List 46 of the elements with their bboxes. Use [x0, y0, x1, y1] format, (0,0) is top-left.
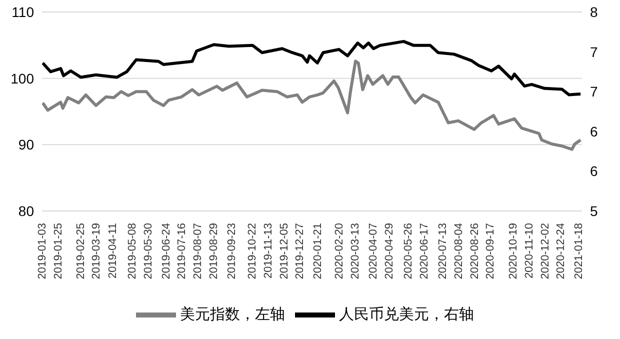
y2-tick-label: 7: [590, 84, 598, 100]
y2-tick-label: 8: [590, 4, 598, 20]
x-tick-label: 2020-04-29: [383, 223, 396, 280]
x-tick-label: 2019-05-08: [126, 223, 139, 280]
x-tick-label: 2020-05-26: [402, 223, 415, 280]
x-tick-label: 2019-11-13: [262, 223, 274, 278]
x-tick-label: 2020-07-13: [437, 223, 450, 280]
x-tick-label: 2021-01-18: [573, 223, 586, 280]
legend-label: 美元指数，左轴: [180, 306, 285, 323]
x-tick-label: 2020-09-17: [484, 223, 497, 280]
x-tick-label: 2020-08-04: [453, 223, 466, 280]
y-tick-label: 110: [12, 4, 34, 20]
x-tick-label: 2019-12-27: [294, 223, 306, 280]
x-tick-label: 2020-02-20: [334, 223, 346, 280]
x-tick-label: 2020-03-13: [350, 223, 362, 280]
line-series: [42, 40, 582, 96]
y-tick-label: 80: [18, 202, 34, 219]
x-tick-label: 2019-03-19: [90, 223, 103, 280]
x-tick-label: 2020-11-10: [524, 223, 536, 278]
y2-tick-label: 5: [590, 202, 598, 219]
x-tick-label: 2020-10-19: [508, 223, 520, 280]
x-tick-label: 2019-02-25: [74, 223, 87, 280]
x-tick-label: 2019-04-11: [107, 223, 120, 278]
x-tick-label: 2020-06-17: [418, 223, 431, 280]
x-tick-label: 2019-06-24: [160, 223, 172, 280]
y-tick-label: 100: [10, 70, 34, 86]
x-tick-label: 2020-04-07: [367, 223, 380, 280]
x-tick-label: 2020-12-02: [539, 223, 552, 280]
y2-tick-label: 7: [590, 44, 598, 60]
x-tick-label: 2019-09-23: [226, 223, 238, 280]
x-tick-label: 2019-08-07: [192, 223, 204, 280]
x-tick-label: 2019-01-25: [52, 223, 65, 280]
x-tick-label: 2019-10-22: [246, 223, 259, 280]
y2-tick-label: 6: [590, 163, 598, 180]
line-series: [42, 60, 582, 151]
x-tick-label: 2020-12-24: [555, 223, 568, 280]
x-tick-label: 2019-05-30: [142, 223, 154, 280]
legend-label: 人民币兑美元，右轴: [339, 306, 474, 323]
x-tick-label: 2019-01-03: [36, 223, 49, 280]
y-tick-label: 90: [18, 136, 34, 153]
y2-tick-label: 6: [590, 123, 598, 140]
x-tick-label: 2019-12-05: [278, 223, 290, 280]
x-tick-label: 2020-08-26: [468, 223, 481, 280]
x-tick-label: 2020-01-21: [312, 223, 324, 280]
x-tick-label: 2019-07-16: [176, 223, 188, 280]
x-tick-label: 2019-08-29: [208, 223, 220, 280]
